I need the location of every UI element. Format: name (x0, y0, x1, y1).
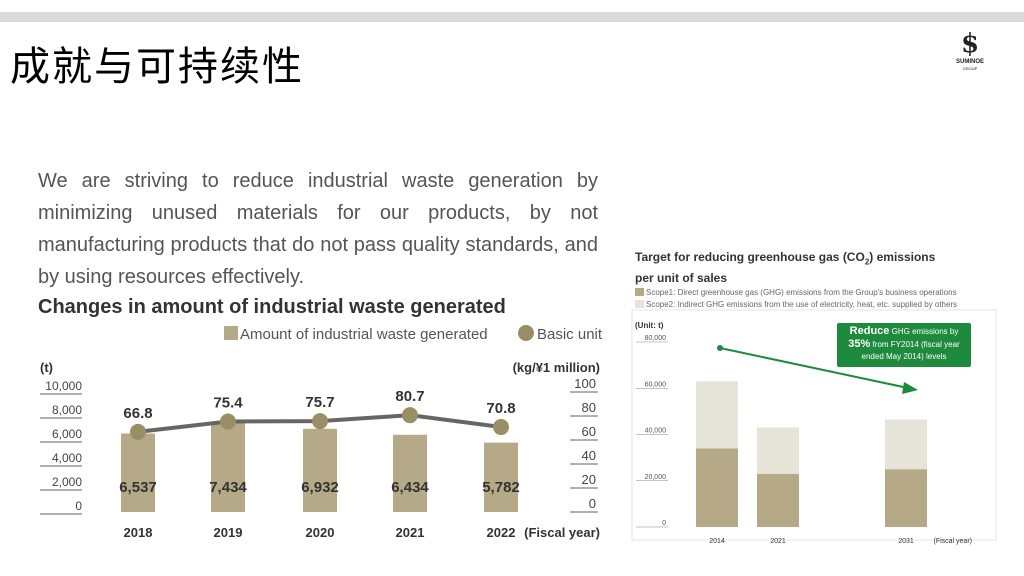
basic-unit-label: 75.7 (305, 394, 334, 411)
reduction-callout: Reduce GHG emissions by 35% from FY2014 … (837, 323, 971, 367)
right-tick-label: 0 (589, 496, 596, 511)
legend-scope1: Scope1: Direct greenhouse gas (GHG) emis… (635, 287, 957, 299)
basic-unit-point (220, 413, 236, 430)
waste-bar (121, 433, 155, 512)
callout-rest2: from FY2014 (fiscal year (870, 340, 960, 349)
ghg-emissions-chart: (Unit: t) 80,000 60,000 40,000 20,000 0 2014 20… (631, 309, 997, 545)
right-tick-label: 80 (582, 400, 596, 415)
ghg-chart-title: Target for reducing greenhouse gas (CO2)… (635, 249, 935, 286)
basic-unit-label: 75.4 (213, 395, 243, 412)
company-logo: $ SUMINOE GROUP (945, 30, 995, 80)
ghg-legend: Scope1: Direct greenhouse gas (GHG) emis… (635, 287, 957, 311)
basic-unit-label: 70.8 (486, 400, 515, 417)
left-tick-label: 10,000 (45, 379, 82, 393)
ghg-title-b: ) emissions (869, 250, 936, 264)
right-tick-label: 60 (582, 424, 596, 439)
basic-unit-point (130, 423, 146, 440)
scope1-swatch (635, 288, 644, 296)
ghg-title-sub: 2 (864, 257, 870, 267)
ghg-tick-label: 80,000 (645, 335, 667, 342)
ghg-x-tick-label: 2031 (898, 538, 914, 545)
legend-line-swatch (518, 325, 534, 341)
ghg-x-tick-label: 2014 (709, 538, 725, 545)
ghg-tick-label: 60,000 (645, 381, 667, 388)
waste-bar (393, 434, 427, 512)
ghg-x-tick-label: 2021 (770, 538, 786, 545)
waste-bar-label: 6,434 (391, 479, 429, 496)
x-tick-label: 2022 (487, 525, 516, 540)
ghg-x-suffix: (Fiscal year) (933, 538, 972, 545)
callout-bold: Reduce (849, 325, 890, 337)
scope2-bar (757, 427, 799, 474)
callout-pct: 35% (848, 338, 871, 350)
legend-line-label: Basic unit (537, 326, 603, 343)
left-axis-unit: (t) (40, 360, 53, 375)
scope1-bar (885, 469, 927, 527)
top-bar (0, 12, 1024, 22)
x-tick-label: 2019 (214, 525, 243, 540)
legend-scope2: Scope2: Indirect GHG emissions from the … (635, 299, 957, 311)
right-tick-label: 40 (582, 448, 596, 463)
industrial-waste-chart: Amount of industrial waste generated Basi… (40, 325, 603, 540)
suminoe-logo-icon: $ (960, 29, 980, 59)
callout-rest1: GHG emissions by (889, 327, 959, 336)
legend-scope1-label: Scope1: Direct greenhouse gas (GHG) emis… (646, 288, 957, 297)
right-tick-label: 20 (582, 472, 596, 487)
basic-unit-point (312, 413, 328, 430)
legend-bar-swatch (224, 326, 238, 340)
callout-rest3: ended May 2014) levels (861, 352, 947, 361)
waste-bar-label: 7,434 (209, 479, 247, 496)
x-tick-label: 2020 (306, 525, 335, 540)
scope1-bar (696, 448, 738, 527)
x-tick-label: 2018 (124, 525, 153, 540)
basic-unit-label: 66.8 (123, 405, 152, 422)
basic-unit-label: 80.7 (395, 388, 424, 405)
reduction-arrow-line (719, 347, 909, 389)
scope1-bar (757, 473, 799, 527)
right-axis-unit: (kg/¥1 million) (513, 360, 600, 375)
left-tick-label: 0 (75, 499, 82, 513)
intro-paragraph: We are striving to reduce industrial was… (38, 170, 598, 288)
logo-sub: GROUP (962, 66, 978, 71)
ghg-tick-label: 0 (662, 520, 666, 527)
waste-bar (484, 442, 518, 512)
x-tick-label: 2021 (396, 525, 425, 540)
left-tick-label: 8,000 (52, 403, 82, 417)
basic-unit-point (493, 419, 509, 436)
basic-unit-point (402, 407, 418, 424)
waste-bar-label: 6,932 (301, 479, 339, 496)
waste-bar (211, 422, 245, 512)
ghg-unit-label: (Unit: t) (635, 321, 664, 330)
reduction-arrow-head (902, 382, 918, 394)
legend-scope2-label: Scope2: Indirect GHG emissions from the … (646, 300, 958, 309)
scope2-bar (885, 419, 927, 470)
scope2-bar (696, 381, 738, 449)
logo-brand: SUMINOE (955, 59, 984, 65)
waste-bar-label: 6,537 (119, 479, 157, 496)
waste-bar-label: 5,782 (482, 479, 520, 496)
ghg-title-c: per unit of sales (635, 271, 728, 286)
left-tick-label: 6,000 (52, 427, 82, 441)
ghg-tick-label: 40,000 (645, 428, 667, 435)
ghg-title-a: Target for reducing greenhouse gas (CO (635, 250, 865, 264)
scope2-swatch (635, 300, 644, 308)
left-tick-label: 2,000 (52, 475, 82, 489)
x-axis-suffix: (Fiscal year) (524, 525, 600, 540)
waste-chart-title: Changes in amount of industrial waste ge… (38, 296, 506, 318)
waste-bar (303, 428, 337, 512)
reduction-arrow-start (717, 345, 723, 351)
slide-title: 成就与可持续性 (10, 44, 304, 90)
ghg-tick-label: 20,000 (645, 474, 667, 481)
legend-bar-label: Amount of industrial waste generated (240, 326, 488, 343)
right-tick-label: 100 (574, 376, 596, 391)
left-tick-label: 4,000 (52, 451, 82, 465)
